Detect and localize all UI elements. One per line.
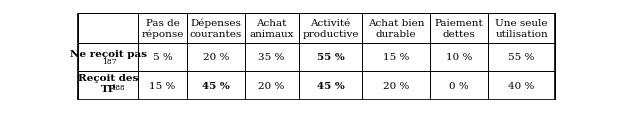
Bar (488, 72, 556, 100)
Text: Achat
animaux: Achat animaux (250, 19, 294, 39)
Bar (187, 43, 245, 72)
Text: Une seule
utilisation: Une seule utilisation (495, 19, 548, 39)
Text: Pas de
réponse: Pas de réponse (142, 19, 184, 39)
Bar (430, 14, 488, 43)
Text: Dépenses
courantes: Dépenses courantes (190, 19, 242, 39)
Bar (78, 72, 138, 100)
Bar (78, 43, 138, 72)
Bar (187, 14, 245, 43)
Text: 35 %: 35 % (258, 53, 285, 62)
Bar (138, 43, 187, 72)
Text: 40 %: 40 % (509, 81, 535, 90)
Bar (362, 72, 430, 100)
Text: Paiement
dettes: Paiement dettes (434, 19, 483, 39)
Text: 20 %: 20 % (258, 81, 285, 90)
Bar (430, 43, 488, 72)
Text: 0 %: 0 % (449, 81, 469, 90)
Text: Activité
productive: Activité productive (302, 19, 359, 39)
Bar (245, 43, 298, 72)
Text: 55 %: 55 % (316, 53, 344, 62)
Bar (362, 43, 430, 72)
Text: Achat bien
durable: Achat bien durable (368, 19, 425, 39)
Bar (245, 14, 298, 43)
Text: 45 %: 45 % (202, 81, 229, 90)
Bar (138, 14, 187, 43)
Bar (298, 72, 362, 100)
Text: 45 %: 45 % (316, 81, 344, 90)
Bar (430, 72, 488, 100)
Text: Ne reçoit pas: Ne reçoit pas (70, 50, 146, 59)
Text: 20 %: 20 % (383, 81, 409, 90)
Bar (298, 14, 362, 43)
Bar (187, 72, 245, 100)
Text: 15 %: 15 % (383, 53, 409, 62)
Bar (138, 72, 187, 100)
Text: 188: 188 (111, 84, 124, 92)
Text: Reçoit des
TP: Reçoit des TP (78, 74, 138, 93)
Text: 10 %: 10 % (446, 53, 472, 62)
Bar (488, 14, 556, 43)
Text: 20 %: 20 % (203, 53, 229, 62)
Bar (488, 43, 556, 72)
Bar (362, 14, 430, 43)
Text: 5 %: 5 % (153, 53, 172, 62)
Bar (78, 14, 138, 43)
Text: 187: 187 (103, 58, 117, 66)
Bar (245, 72, 298, 100)
Text: 55 %: 55 % (509, 53, 535, 62)
Text: 15 %: 15 % (150, 81, 176, 90)
Bar (298, 43, 362, 72)
